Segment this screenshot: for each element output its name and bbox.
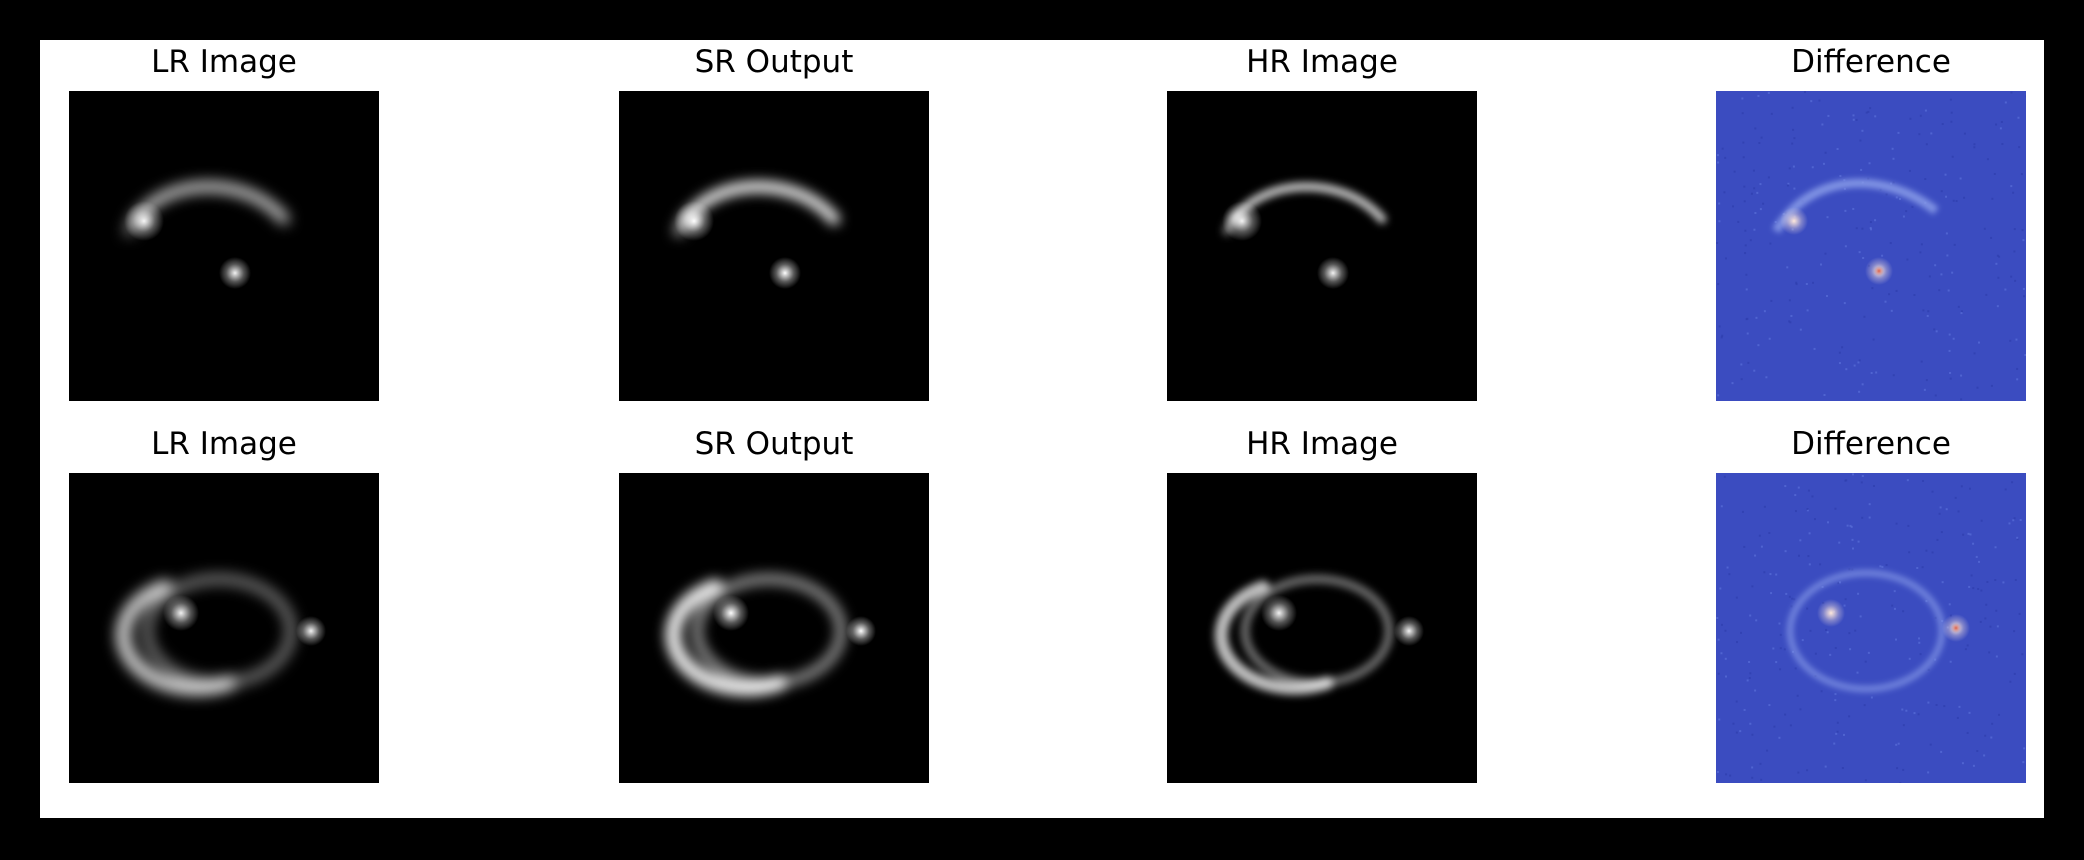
bright-knot [296, 616, 326, 646]
lens-arc [665, 573, 847, 697]
image-background [1167, 473, 1477, 783]
bright-knot [124, 201, 164, 241]
image-background [619, 473, 929, 783]
lr-image [69, 91, 379, 401]
lr-image [69, 473, 379, 783]
panel-title: HR Image [1246, 44, 1398, 80]
image-background [69, 91, 379, 401]
image-background [1716, 91, 2026, 401]
lens-arc [1214, 574, 1394, 695]
bright-knot [769, 257, 801, 289]
image-background [69, 473, 379, 783]
bright-knot [1261, 595, 1297, 631]
panel-title: HR Image [1246, 426, 1398, 462]
panel-title: Difference [1791, 426, 1951, 462]
image-background [1716, 473, 2026, 783]
sr-output-image [619, 473, 929, 783]
hr-image [1167, 473, 1477, 783]
bright-knot [219, 257, 251, 289]
figure: LR Image SR Output HR Image Difference L… [40, 40, 2044, 818]
residual-hotspot [1951, 623, 1961, 633]
bright-knot [1222, 201, 1262, 241]
image-background [1167, 91, 1477, 401]
hr-image [1167, 91, 1477, 401]
residual-hotspot [1874, 266, 1884, 276]
residual-knot [1817, 599, 1845, 627]
bright-knot [713, 595, 749, 631]
bright-knot [846, 616, 876, 646]
bright-knot [1317, 257, 1349, 289]
bright-knot [1394, 616, 1424, 646]
image-background [619, 91, 929, 401]
panel-title: LR Image [151, 44, 297, 80]
residual-knot [1780, 207, 1808, 235]
bright-knot [674, 201, 714, 241]
difference-image [1716, 91, 2026, 401]
difference-image [1716, 473, 2026, 783]
panel-title: LR Image [151, 426, 297, 462]
lens-arc [116, 574, 296, 696]
residual-ring [1786, 569, 1946, 693]
panel-title: SR Output [694, 44, 854, 80]
bright-knot [163, 595, 199, 631]
panel-title: SR Output [694, 426, 854, 462]
sr-output-image [619, 91, 929, 401]
panel-title: Difference [1791, 44, 1951, 80]
